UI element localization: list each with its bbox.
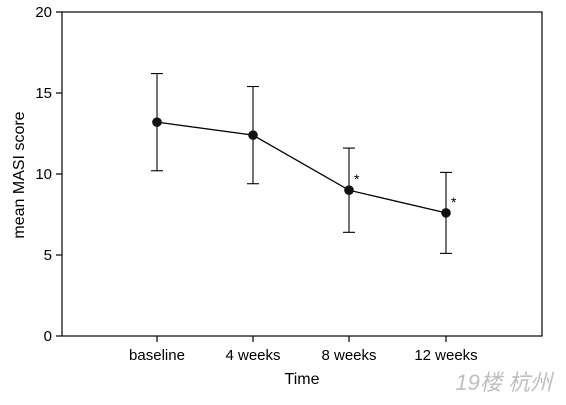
data-point-0 bbox=[152, 117, 162, 127]
y-tick-label-0: 0 bbox=[44, 328, 52, 345]
series bbox=[152, 117, 451, 218]
labels: baseline 4 weeks 8 weeks 12 weeks * * bbox=[129, 171, 478, 364]
series-line bbox=[156, 121, 447, 214]
data-point-2 bbox=[344, 185, 354, 195]
y-tick-label-10: 10 bbox=[35, 166, 52, 183]
x-tick-label-1: 4 weeks bbox=[225, 347, 280, 364]
y-tick-label-5: 5 bbox=[44, 247, 52, 264]
plot-frame bbox=[61, 11, 543, 337]
y-tick-label-20: 20 bbox=[35, 4, 52, 21]
data-point-1 bbox=[248, 130, 258, 140]
x-tick-label-0: baseline bbox=[129, 347, 185, 364]
significance-mark-3: * bbox=[451, 194, 457, 210]
watermark: 19楼 杭州 bbox=[455, 370, 552, 395]
axes: 0 5 10 15 20 bbox=[35, 4, 543, 345]
y-axis-title: mean MASI score bbox=[11, 111, 28, 238]
x-tick-label-3: 12 weeks bbox=[414, 347, 477, 364]
y-tick-label-15: 15 bbox=[35, 85, 52, 102]
data-point-3 bbox=[441, 208, 451, 218]
significance-mark-2: * bbox=[354, 171, 360, 187]
x-axis-title: Time bbox=[285, 371, 320, 388]
x-tick-label-2: 8 weeks bbox=[321, 347, 376, 364]
